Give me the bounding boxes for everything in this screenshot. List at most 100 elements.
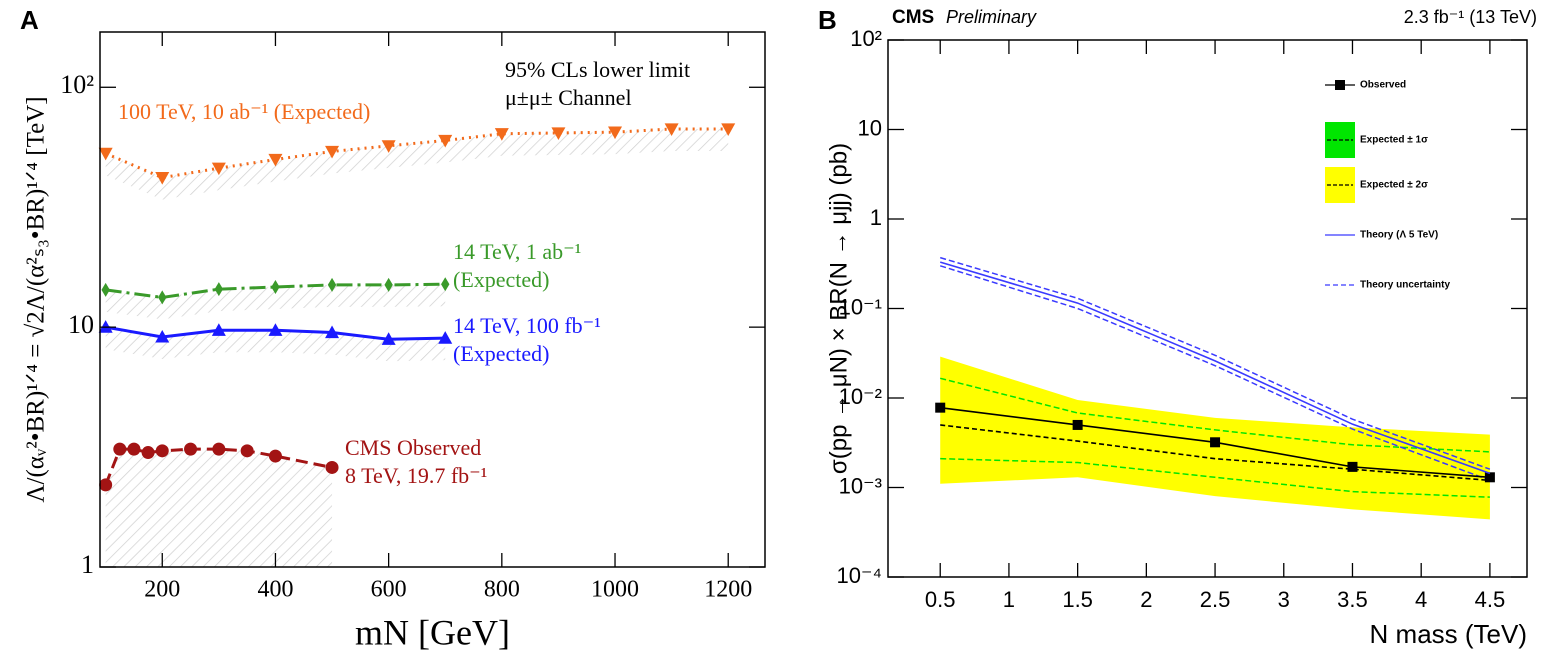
series-label: 100 TeV, 10 ab⁻¹ (Expected) — [118, 99, 371, 124]
annotation: 95% CLs lower limit — [505, 57, 690, 82]
x-tick-label: 4 — [1415, 587, 1427, 612]
y-tick-label: 10² — [850, 26, 882, 51]
marker — [211, 323, 226, 336]
marker — [1072, 419, 1083, 430]
y-axis-label: σ(pp → μN) × BR(N → μjj) (pb) — [825, 143, 852, 474]
series-label: 14 TeV, 100 fb⁻¹ (Expected) — [453, 313, 601, 366]
marker — [551, 127, 566, 140]
marker — [214, 282, 224, 297]
marker — [184, 442, 198, 456]
series-line — [104, 447, 333, 486]
band-edge — [939, 265, 1491, 482]
marker — [325, 145, 340, 159]
x-tick-label: 1 — [1003, 587, 1015, 612]
x-axis-label: mN [GeV] — [355, 612, 510, 652]
marker — [98, 320, 113, 333]
hatch-area — [105, 284, 446, 320]
marker — [1210, 437, 1221, 448]
hatch-area — [105, 128, 729, 200]
x-tick-label: 3.5 — [1337, 587, 1368, 612]
marker — [155, 172, 170, 185]
x-tick-label: 2 — [1140, 587, 1152, 612]
panel-label: A — [20, 5, 39, 35]
marker — [212, 442, 226, 456]
series-line — [105, 127, 729, 180]
y-tick-label: 1 — [81, 550, 94, 579]
marker — [441, 277, 450, 292]
x-tick-label: 200 — [144, 577, 180, 603]
marker — [438, 134, 453, 148]
marker — [721, 123, 736, 136]
band-edge — [940, 256, 1491, 470]
marker — [608, 126, 623, 140]
series-line — [939, 261, 1491, 475]
marker — [268, 449, 282, 463]
x-tick-label: 1000 — [591, 577, 639, 603]
annotation: μ±μ± Channel — [505, 85, 632, 110]
marker — [381, 140, 396, 153]
band-edge — [940, 457, 1490, 498]
y-tick-label: 10² — [60, 70, 94, 99]
legend-label: Expected ± 2σ — [1360, 180, 1428, 191]
x-tick-label: 400 — [257, 577, 293, 603]
marker — [381, 332, 396, 345]
marker — [268, 153, 283, 167]
x-tick-label: 4.5 — [1475, 587, 1506, 612]
series-line — [940, 424, 1490, 482]
y-tick-label: 10 — [68, 310, 94, 339]
marker — [1347, 461, 1358, 472]
marker — [155, 329, 170, 343]
hatch-area — [105, 327, 446, 362]
chart-subtitle: Preliminary — [946, 7, 1037, 27]
y-axis-label: Λ/(αᵥ²•BR)¹ᐟ⁴ = √2Λ/(α²ₛ₃•BR)¹ᐟ⁴ [TeV] — [23, 96, 50, 502]
legend-label: Expected ± 1σ — [1360, 135, 1428, 146]
x-tick-label: 1.5 — [1062, 587, 1093, 612]
annotation: 2.3 fb⁻¹ (13 TeV) — [1404, 7, 1537, 27]
marker — [240, 444, 254, 458]
x-tick-label: 0.5 — [925, 587, 956, 612]
marker — [271, 280, 280, 295]
panel-label: B — [818, 5, 837, 35]
band-edge — [940, 377, 1490, 453]
y-tick-label: 10⁻³ — [839, 473, 882, 498]
marker — [325, 460, 339, 474]
marker — [384, 277, 393, 292]
marker — [98, 147, 113, 161]
marker — [325, 325, 340, 339]
marker — [99, 478, 113, 492]
x-axis-label: N mass (TeV) — [1370, 619, 1527, 649]
marker — [1335, 80, 1345, 90]
series-label: 14 TeV, 1 ab⁻¹ (Expected) — [453, 239, 582, 292]
marker — [327, 277, 337, 292]
marker — [101, 282, 110, 297]
marker — [268, 323, 283, 336]
marker — [127, 442, 141, 456]
y-tick-label: 10⁻⁴ — [836, 563, 882, 588]
marker — [113, 442, 127, 456]
x-tick-label: 2.5 — [1200, 587, 1231, 612]
marker — [211, 162, 226, 176]
legend-label: Theory (Λ 5 TeV) — [1360, 230, 1438, 241]
x-tick-label: 3 — [1278, 587, 1290, 612]
x-tick-label: 1200 — [704, 577, 752, 603]
hatch-area — [105, 449, 333, 567]
marker — [494, 128, 509, 141]
y-tick-label: 10⁻¹ — [839, 294, 882, 319]
x-tick-label: 600 — [371, 577, 407, 603]
marker — [935, 402, 946, 413]
marker — [155, 444, 169, 458]
chart-title: CMS — [892, 7, 934, 28]
marker — [141, 446, 155, 460]
series-label: CMS Observed 8 TeV, 19.7 fb⁻¹ — [345, 435, 488, 488]
marker — [1484, 472, 1495, 483]
marker — [438, 331, 453, 344]
y-tick-label: 10⁻² — [839, 384, 882, 409]
plot-frame — [99, 31, 766, 568]
y-tick-label: 10 — [858, 115, 882, 140]
legend-label: Observed — [1360, 80, 1406, 91]
marker — [664, 123, 679, 136]
marker — [158, 290, 167, 305]
y-tick-label: 1 — [870, 205, 882, 230]
